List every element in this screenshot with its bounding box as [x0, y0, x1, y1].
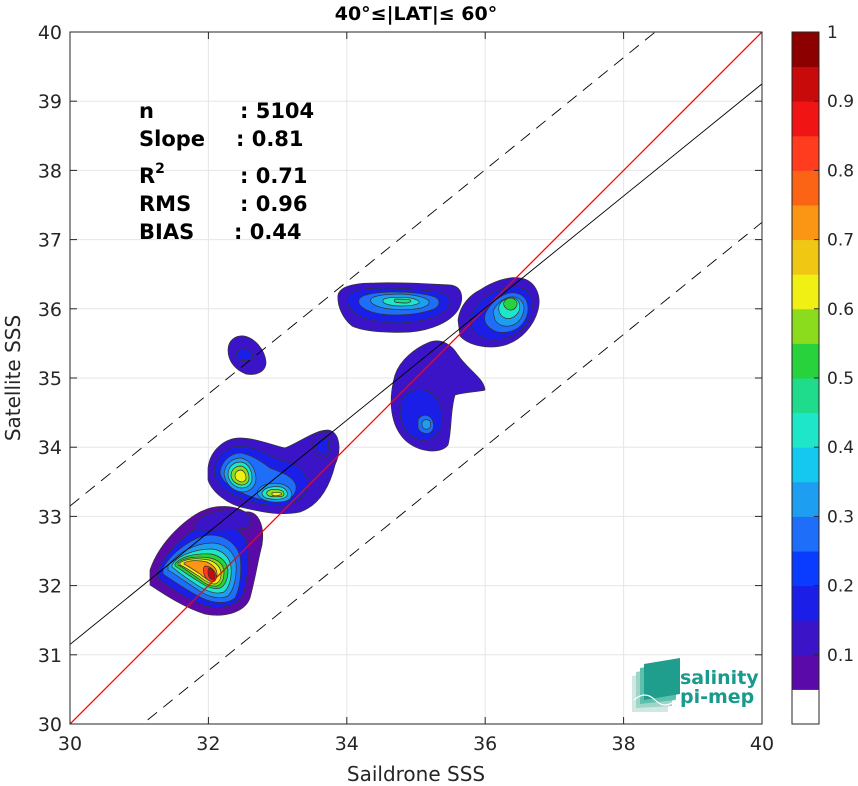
y-tick-label: 39 — [38, 91, 62, 113]
colorbar-tick-label: 0.2 — [827, 577, 854, 597]
colorbar-segment — [792, 516, 819, 552]
stats-annotation: n : 5104 Slope : 0.81 R2 : 0.71 RMS : 0.… — [139, 99, 314, 244]
y-tick-label: 40 — [38, 22, 62, 44]
cluster-e — [457, 277, 540, 348]
x-tick-label: 36 — [473, 733, 497, 755]
colorbar-tick-label: 0.8 — [827, 161, 854, 181]
colorbar-segment — [792, 620, 819, 656]
colorbar-tick-label: 0.5 — [827, 369, 854, 389]
colorbar-segment — [792, 481, 819, 517]
stat-value-slope: : 0.81 — [236, 127, 304, 151]
colorbar-tick-label: 0.7 — [827, 231, 854, 251]
fit-line — [70, 83, 762, 645]
colorbar-segment — [792, 551, 819, 587]
colorbar-segment — [792, 689, 819, 725]
colorbar-segment — [792, 447, 819, 483]
x-tick-label: 40 — [750, 733, 774, 755]
colorbar-segment — [792, 135, 819, 171]
reference-lines — [70, 32, 762, 724]
colorbar-tick-label: 0.3 — [827, 507, 854, 527]
stat-r2-base: R — [139, 164, 155, 188]
colorbar-segment — [792, 205, 819, 241]
x-tick-label: 34 — [335, 733, 359, 755]
stat-value-r2: : 0.71 — [240, 164, 308, 188]
chart-title: 40°≤|LAT|≤ 60° — [335, 3, 498, 25]
colorbar-segment — [792, 654, 819, 690]
logo-line2: pi-mep — [680, 686, 754, 708]
y-tick-label: 30 — [38, 714, 62, 736]
fit-offset-line-0 — [70, 32, 656, 507]
colorbar-segment — [792, 585, 819, 621]
x-axis-label: Saildrone SSS — [347, 762, 485, 786]
x-tick-label: 32 — [196, 733, 220, 755]
y-axis: 30 31 32 33 34 35 36 37 38 39 40 — [38, 22, 762, 736]
colorbar-tick-label: 0.4 — [827, 438, 854, 458]
colorbar-segment — [792, 412, 819, 448]
stat-value-rms: : 0.96 — [240, 192, 308, 216]
density-contours — [149, 277, 540, 616]
fit-offset-line-1 — [141, 221, 762, 724]
colorbar-segment — [792, 274, 819, 310]
colorbar-tick-label: 0.9 — [827, 92, 854, 112]
stat-value-bias: : 0.44 — [234, 220, 302, 244]
x-tick-label: 30 — [58, 733, 82, 755]
colorbar-segment — [792, 378, 819, 414]
cluster-b — [207, 429, 340, 514]
stat-r2-superscript: 2 — [155, 161, 165, 177]
stat-label-r2: R2 — [139, 161, 165, 188]
cluster-a — [149, 506, 264, 616]
colorbar: 0.1 0.2 0.3 0.4 0.5 0.6 0.7 0.8 0.9 1 — [791, 23, 854, 725]
cluster-f — [390, 340, 486, 452]
y-axis-label: Satellite SSS — [1, 315, 25, 441]
colorbar-segment — [792, 239, 819, 275]
logo-line1: salinity — [680, 667, 759, 689]
y-tick-label: 31 — [38, 645, 62, 667]
colorbar-tick-label: 0.6 — [827, 300, 854, 320]
cluster-d — [337, 282, 463, 333]
colorbar-segment — [792, 170, 819, 206]
identity-line — [70, 32, 762, 724]
stat-label-n: n — [139, 99, 154, 123]
logo-waves-icon — [632, 658, 680, 712]
y-tick-label: 33 — [38, 506, 62, 528]
salinity-pi-mep-logo: salinity pi-mep — [632, 658, 759, 712]
colorbar-tick-label: 0.1 — [827, 646, 854, 666]
cluster-bridge — [194, 509, 252, 531]
colorbar-segment — [792, 32, 819, 68]
stat-value-n: : 5104 — [240, 99, 314, 123]
y-tick-label: 36 — [38, 299, 62, 321]
stat-label-rms: RMS — [139, 192, 191, 216]
colorbar-segment — [792, 308, 819, 344]
colorbar-segment — [792, 66, 819, 102]
x-tick-label: 38 — [612, 733, 636, 755]
stat-label-slope: Slope — [139, 127, 205, 151]
colorbar-segment — [792, 343, 819, 379]
y-tick-label: 35 — [38, 368, 62, 390]
colorbar-tick-label: 1 — [827, 23, 838, 43]
colorbar-segment — [792, 101, 819, 137]
y-tick-label: 38 — [38, 160, 62, 182]
y-tick-label: 32 — [38, 576, 62, 598]
y-tick-label: 37 — [38, 230, 62, 252]
cluster-c — [227, 335, 267, 375]
y-tick-label: 34 — [38, 437, 62, 459]
x-axis: 30 32 34 36 38 40 — [58, 32, 774, 755]
stat-label-bias: BIAS — [139, 220, 194, 244]
